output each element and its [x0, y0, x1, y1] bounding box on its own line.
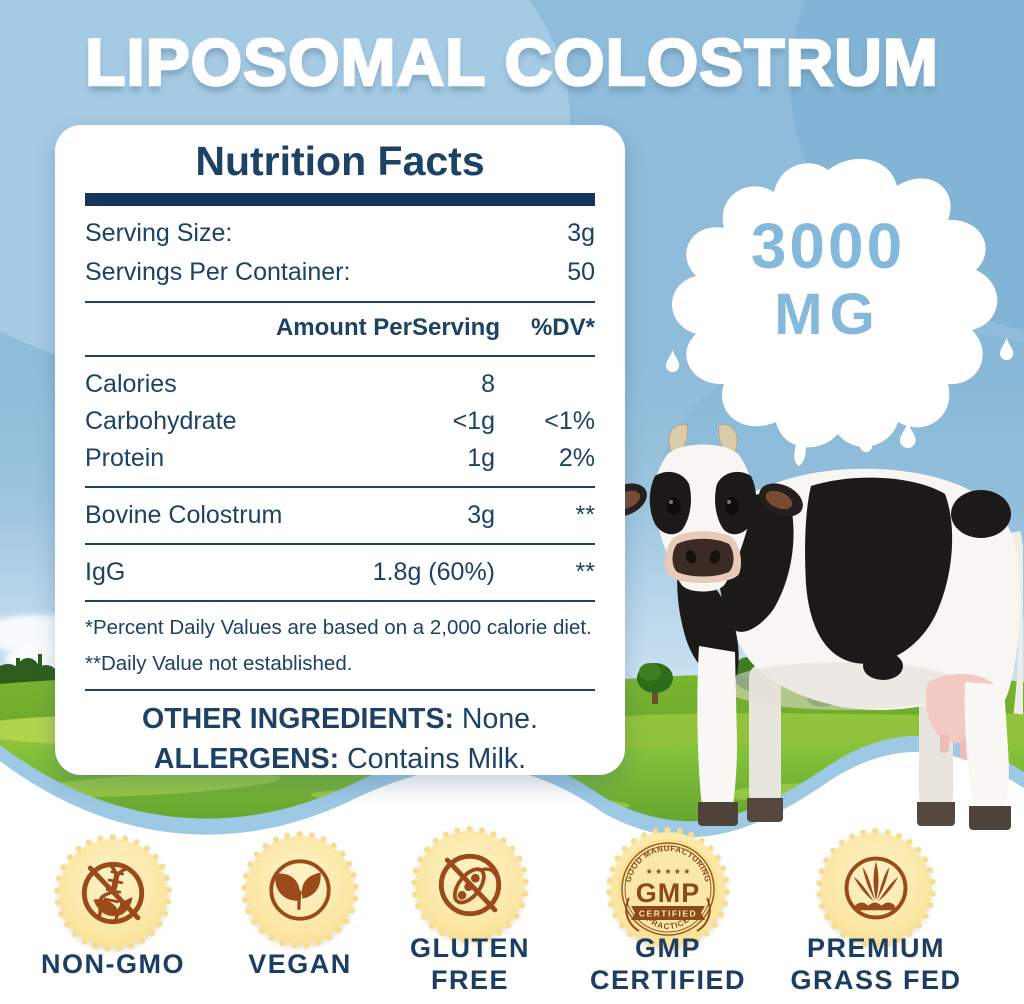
serving-size-value: 3g [567, 218, 595, 247]
badge-label-vegan: VEGAN [248, 949, 352, 979]
badge-gluten-free [411, 826, 529, 944]
gmp-seal-icon: GOOD MANUFACTURING ★ ★ ★ ★ ★ GMP CERTIFI… [618, 839, 718, 939]
dosage-amount: 3000 [750, 210, 906, 282]
dosage-text: 3000 MG [650, 214, 1006, 344]
gluten-free-pod-icon [438, 853, 502, 917]
serving-size-label: Serving Size: [85, 218, 233, 247]
vegan-leaf-icon [269, 859, 331, 921]
badge-label-grass-fed: PREMIUM GRASS FED [790, 933, 962, 996]
holstein-cow-illustration [603, 424, 1023, 830]
nutrition-facts-panel: Nutrition Facts Serving Size: 3g Serving… [55, 125, 625, 775]
cow-nostril [709, 550, 721, 564]
divider [85, 688, 595, 691]
divider [85, 300, 595, 303]
dosage-splash: 3000 MG [650, 148, 1020, 468]
divider [85, 485, 595, 488]
other-ingredients-line: OTHER INGREDIENTS: None. [142, 702, 538, 735]
badge-label-non-gmo: NON-GMO [41, 949, 185, 979]
divider [85, 354, 595, 357]
dosage-unit: MG [774, 282, 882, 347]
servings-per-container-value: 50 [567, 257, 595, 286]
thick-divider [85, 192, 595, 206]
allergens-line: ALLERGENS: Contains Milk. [153, 742, 527, 775]
serving-size-row: Serving Size: 3g [85, 214, 595, 253]
servings-per-container-row: Servings Per Container: 50 [85, 253, 595, 292]
non-gmo-dna-icon [81, 861, 145, 925]
grass-fed-icon [844, 856, 908, 920]
badge-non-gmo [54, 834, 172, 952]
column-header-row: Amount PerServing %DV* [85, 312, 595, 346]
servings-per-container-label: Servings Per Container: [85, 257, 351, 286]
cow-tail [1009, 530, 1023, 715]
badge-gmp-certified: GOOD MANUFACTURING ★ ★ ★ ★ ★ GMP CERTIFI… [606, 827, 730, 951]
badge-grass-fed [816, 828, 936, 948]
divider [85, 599, 595, 602]
nutrition-facts-title: Nutrition Facts [195, 138, 485, 184]
cow-head [603, 424, 803, 592]
igg-row: IgG 1.8g (60%) ** [85, 557, 595, 586]
badge-vegan [241, 831, 359, 949]
badge-label-gluten-free: GLUTEN FREE [410, 933, 530, 996]
badge-label-gmp-certified: GMP CERTIFIED [589, 933, 746, 996]
milk-splash-shape [672, 158, 998, 466]
nutrient-row: Carbohydrate <1g <1% [85, 406, 595, 435]
bovine-colostrum-row: Bovine Colostrum 3g ** [85, 500, 595, 529]
nutrient-row: Calories 8 [85, 369, 495, 398]
gmp-stars: ★ ★ ★ ★ ★ [646, 867, 691, 876]
dv-column-header: %DV* [530, 313, 595, 341]
nutrient-row: Protein 1g 2% [85, 443, 595, 472]
footnote-dv-not-established: **Daily Value not established. [85, 651, 353, 675]
divider [85, 542, 595, 545]
product-title: LIPOSOMAL COLOSTRUM [84, 24, 939, 101]
gmp-center-text: GMP [636, 878, 701, 908]
cow-near-legs [697, 646, 1011, 830]
gmp-ribbon-text: CERTIFIED [639, 909, 697, 919]
amount-column-header: Amount PerServing [275, 313, 500, 341]
cow-nostril [685, 550, 697, 564]
footnote-percent-dv: *Percent Daily Values are based on a 2,0… [85, 615, 592, 639]
